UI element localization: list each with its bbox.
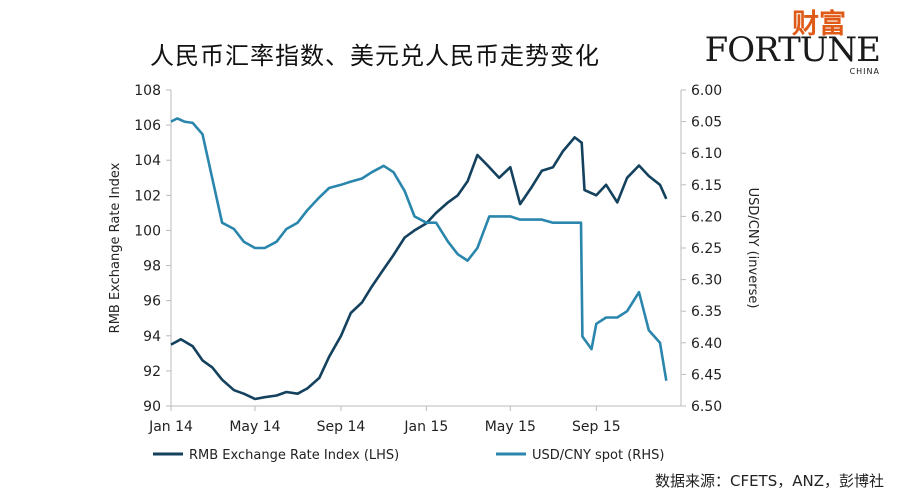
x-tick-label: Sep 15 [572,419,621,435]
rmb-index-line [170,136,668,401]
right-tick-label: 6.35 [691,304,722,320]
left-tick-label: 94 [143,329,161,345]
x-tick-label: Sep 14 [317,419,366,435]
page-title: 人民币汇率指数、美元兑人民币走势变化 [150,42,600,70]
right-axis-title: USD/CNY (inverse) [745,188,760,309]
left-tick-label: 96 [143,294,161,310]
right-tick-label: 6.25 [691,241,722,257]
left-tick-label: 100 [134,223,161,239]
left-tick-label: 106 [134,118,161,134]
x-tick-label: Jan 15 [403,419,448,435]
usd-cny-line [170,117,668,381]
right-tick-label: 6.20 [691,209,722,225]
left-tick-label: 98 [143,259,161,275]
right-tick-label: 6.30 [691,273,722,289]
legend-label: RMB Exchange Rate Index (LHS) [189,448,399,463]
left-tick-label: 92 [143,364,161,380]
left-tick-label: 104 [134,153,161,169]
logo-en-text: FORTUNE [704,30,881,70]
left-tick-label: 108 [134,83,161,99]
right-tick-label: 6.50 [691,399,722,415]
x-tick-label: Jan 14 [148,419,193,435]
chart-lines [170,117,668,401]
x-tick-label: May 14 [229,419,280,435]
left-tick-label: 90 [143,399,161,415]
left-tick-label: 102 [134,188,161,204]
right-tick-label: 6.40 [691,336,722,352]
right-tick-label: 6.10 [691,146,722,162]
source-note: 数据来源：CFETS，ANZ，彭博社 [654,472,884,490]
rmb-index-legend: RMB Exchange Rate Index (LHS) [153,448,399,463]
right-tick-label: 6.00 [691,83,722,99]
legend-label: USD/CNY spot (RHS) [532,448,664,463]
x-tick-label: May 15 [485,419,536,435]
chart-axes: 90 92 94 96 98 100 102 104 106 108 6.00 6.05 6.10 6.1… [108,83,760,435]
right-tick-label: 6.05 [691,115,722,131]
logo-cn-text: 财富 [792,9,846,40]
right-tick-label: 6.15 [691,178,722,194]
logo-sub-text: CHINA [849,67,880,76]
chart-legend: RMB Exchange Rate Index (LHS) USD/CNY spo… [153,448,664,463]
usd-cny-legend: USD/CNY spot (RHS) [496,448,664,463]
right-tick-label: 6.45 [691,367,722,383]
left-axis-title: RMB Exchange Rate Index [108,162,123,333]
